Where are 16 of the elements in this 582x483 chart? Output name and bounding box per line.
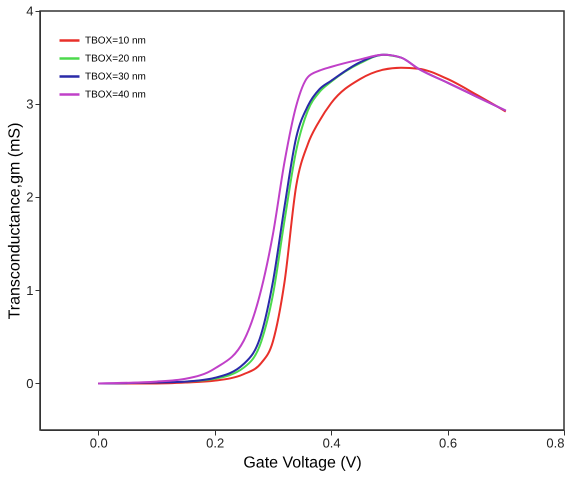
x-tick-label: 0.0 <box>90 436 108 450</box>
legend-label: TBOX=30 nm <box>85 72 146 82</box>
y-tick-label: 4 <box>26 4 34 18</box>
y-axis-title: Transconductance,gm (mS) <box>6 122 24 320</box>
legend-label: TBOX=10 nm <box>85 36 146 46</box>
y-tick-label: 2 <box>26 190 34 205</box>
y-tick-label: 3 <box>26 96 34 112</box>
x-tick-label: 0.2 <box>206 436 224 450</box>
legend-label: TBOX=40 nm <box>85 90 146 100</box>
x-tick-label: 0.8 <box>546 436 564 450</box>
x-tick-label: 0.4 <box>322 436 341 450</box>
y-tick-label: 0 <box>26 376 34 391</box>
y-tick-label: 1 <box>26 282 34 298</box>
x-axis-title: Gate Voltage (V) <box>243 454 362 472</box>
x-tick-label: 0.6 <box>439 436 458 450</box>
legend-label: TBOX=20 nm <box>85 54 146 64</box>
